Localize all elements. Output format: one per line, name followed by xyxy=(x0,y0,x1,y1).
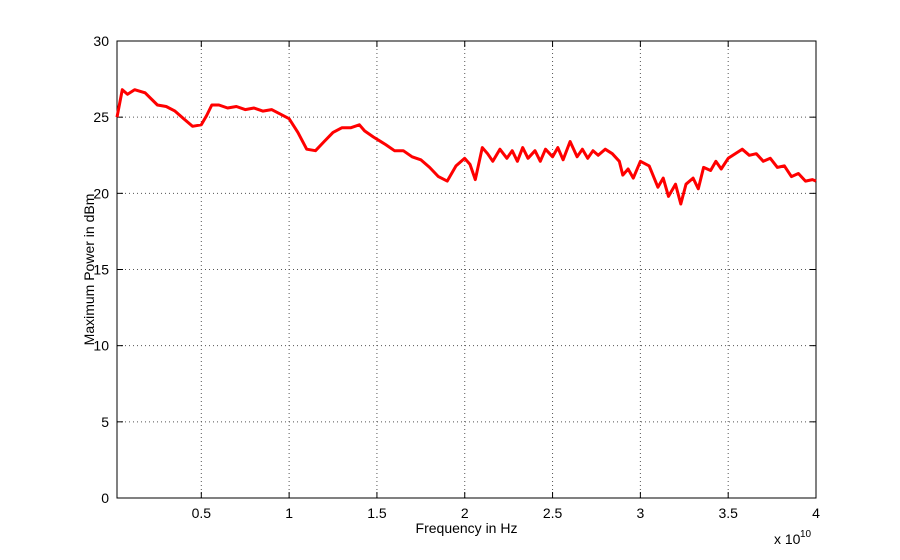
series-line xyxy=(115,88,817,206)
x-axis-label: Frequency in Hz xyxy=(416,520,518,536)
x-tick-label: 1.5 xyxy=(367,505,387,521)
x-multiplier-text: x 10 xyxy=(774,531,801,547)
y-tick-label: 25 xyxy=(93,109,109,125)
x-multiplier-exponent: 10 xyxy=(800,529,812,540)
x-axis-multiplier: x 10 10 xyxy=(774,529,812,547)
y-tick-label: 10 xyxy=(93,338,109,354)
gridlines xyxy=(117,40,817,499)
y-tick-label: 0 xyxy=(101,490,109,506)
y-tick-label: 5 xyxy=(101,414,109,430)
y-tick-label: 20 xyxy=(93,185,109,201)
x-tick-label: 3.5 xyxy=(718,505,738,521)
y-tick-label: 30 xyxy=(93,33,109,49)
x-tick-label: 1 xyxy=(285,505,293,521)
tick-labels: 0.5 1 1.5 2 2.5 3 3.5 4 0 5 10 15 20 25 30 xyxy=(93,33,820,521)
y-tick-label: 15 xyxy=(93,262,109,278)
x-tick-label: 4 xyxy=(812,505,820,521)
y-axis-label: Maximum Power in dBm xyxy=(81,194,97,346)
x-tick-label: 0.5 xyxy=(192,505,212,521)
x-tick-label: 2 xyxy=(461,505,469,521)
x-tick-label: 2.5 xyxy=(543,505,563,521)
x-tick-label: 3 xyxy=(636,505,644,521)
